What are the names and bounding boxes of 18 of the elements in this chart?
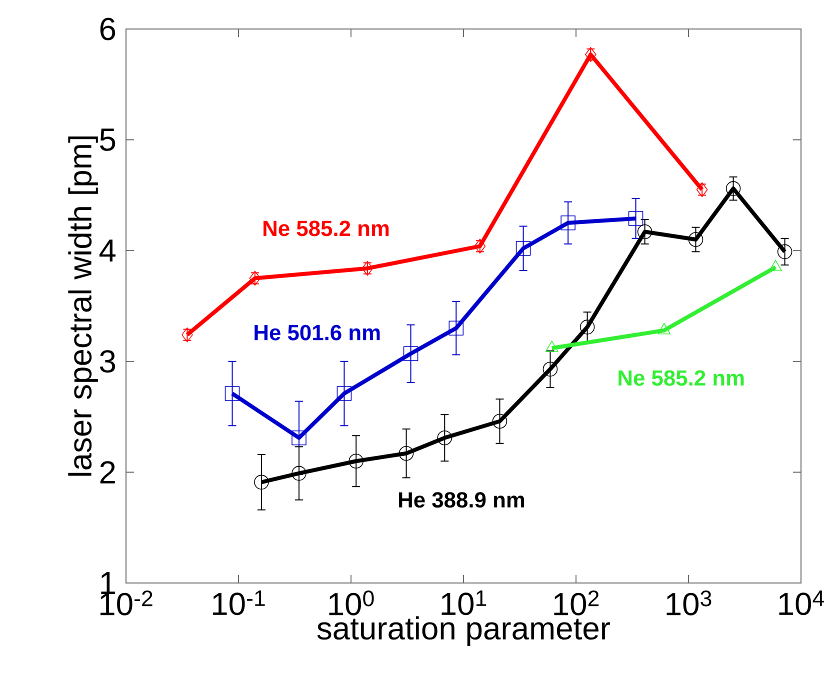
x-tick-label: 10$^{3}$ xyxy=(666,590,712,616)
x-tick-label: 10$^{4}$ xyxy=(779,590,824,616)
x-tick-label: 10$^{0}$ xyxy=(329,590,374,616)
series-label: Ne 585.2 nm xyxy=(264,220,389,236)
x-tick-label: 10$^{1}$ xyxy=(442,590,486,616)
x-axis-title: saturation parameter xyxy=(317,616,610,646)
y-tick-label: 5 xyxy=(100,128,116,151)
y-tick-label: 1 xyxy=(101,572,115,594)
y-tick-label: 6 xyxy=(100,18,116,40)
x-tick-label: 10$^{-1}$ xyxy=(213,590,265,616)
y-axis-title: laser spectral width [pm] xyxy=(68,136,98,476)
y-tick-label: 4 xyxy=(99,240,116,262)
series-label: He 501.6 nm xyxy=(254,324,380,340)
series-label: Ne 585.2 nm xyxy=(618,370,744,386)
y-tick-label: 2 xyxy=(100,461,115,484)
y-tick-label: 3 xyxy=(100,350,116,373)
x-tick-label: 10$^{2}$ xyxy=(554,590,599,616)
series-label: He 388.9 nm xyxy=(399,492,524,508)
